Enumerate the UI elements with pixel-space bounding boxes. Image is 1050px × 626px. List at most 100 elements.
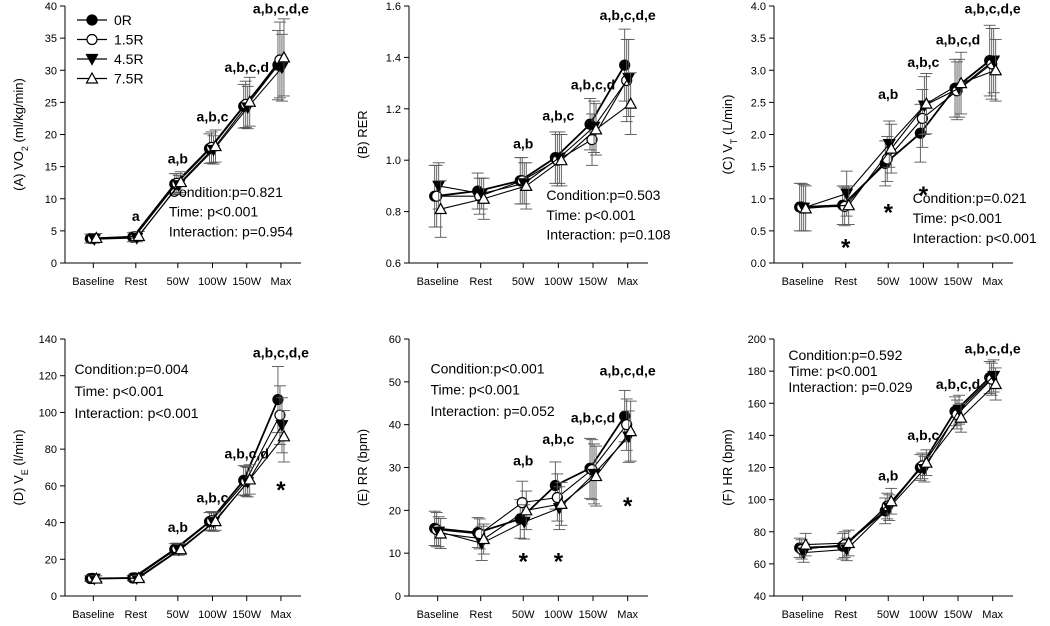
x-tick-label: 150W bbox=[579, 276, 608, 288]
y-tick-label: 0.8 bbox=[386, 207, 401, 219]
data-point bbox=[586, 134, 598, 146]
x-tick-label: Baseline bbox=[782, 609, 824, 621]
stats-annotation: Condition:p=0.004 bbox=[74, 361, 188, 377]
x-tick-label: 150W bbox=[944, 276, 973, 288]
series-7.5R bbox=[89, 18, 291, 244]
data-point bbox=[277, 50, 291, 63]
data-point bbox=[243, 472, 257, 485]
x-tick-label: 150W bbox=[579, 609, 608, 621]
y-tick-label: 0.5 bbox=[751, 226, 766, 238]
significance-label: a,b,c,d bbox=[936, 376, 980, 392]
x-tick-label: 50W bbox=[166, 276, 189, 288]
significance-label: a bbox=[132, 208, 140, 224]
x-tick-label: Baseline bbox=[72, 276, 114, 288]
data-point bbox=[840, 188, 854, 201]
data-point bbox=[619, 59, 631, 71]
significance-label: a,b,c,d,e bbox=[600, 7, 656, 23]
stats-annotation: Interaction: p=0.954 bbox=[169, 224, 293, 240]
data-point bbox=[842, 198, 856, 211]
significance-label: a,b,c bbox=[197, 109, 229, 125]
significance-label: a,b,c,d,e bbox=[965, 1, 1021, 17]
series-line bbox=[805, 383, 997, 546]
y-tick-label: 100 bbox=[39, 407, 57, 419]
x-tick-label: Max bbox=[271, 609, 292, 621]
panel-C: 0.0 0.5 1.0 1.5 2.0 2.5 3.0 3.5 4.0 Baseline Rest 5… bbox=[720, 1, 1037, 288]
significance-star: * bbox=[554, 548, 564, 575]
y-tick-label: 1.2 bbox=[386, 104, 401, 116]
y-tick-label: 20 bbox=[389, 505, 401, 517]
y-tick-label: 200 bbox=[748, 334, 766, 346]
significance-label: a,b,c bbox=[907, 54, 939, 70]
y-tick-label: 2.5 bbox=[751, 97, 766, 109]
significance-star: * bbox=[519, 548, 529, 575]
significance-label: a,b bbox=[878, 467, 898, 483]
y-tick-label: 160 bbox=[748, 398, 766, 410]
y-tick-label: 80 bbox=[754, 527, 766, 539]
data-point bbox=[919, 96, 933, 109]
y-axis-label: (E) RR (bpm) bbox=[355, 429, 370, 506]
data-point bbox=[434, 526, 448, 539]
series-line bbox=[436, 424, 628, 535]
y-tick-label: 100 bbox=[748, 495, 766, 507]
y-axis-label: (C) VT (L/min) bbox=[720, 95, 739, 175]
significance-label: a,b,c,d bbox=[571, 77, 615, 93]
significance-star: * bbox=[276, 477, 286, 504]
data-point bbox=[952, 404, 966, 417]
y-tick-label: 1.5 bbox=[751, 162, 766, 174]
x-tick-label: Baseline bbox=[782, 276, 824, 288]
y-tick-label: 120 bbox=[39, 371, 57, 383]
x-tick-label: 100W bbox=[909, 609, 938, 621]
significance-label: a,b,c bbox=[542, 431, 574, 447]
y-tick-label: 3.5 bbox=[751, 33, 766, 45]
x-tick-label: 150W bbox=[232, 609, 261, 621]
data-point bbox=[987, 370, 1001, 383]
data-point bbox=[432, 180, 446, 193]
series-line bbox=[438, 436, 630, 544]
y-tick-label: 10 bbox=[45, 194, 57, 206]
stats-annotation: Condition:p<0.001 bbox=[431, 360, 545, 376]
significance-label: a,b bbox=[513, 452, 533, 468]
y-tick-label: 60 bbox=[45, 481, 57, 493]
significance-label: a,b,c bbox=[542, 107, 574, 123]
data-point bbox=[243, 94, 257, 107]
x-tick-label: Rest bbox=[834, 276, 857, 288]
y-tick-label: 15 bbox=[45, 162, 57, 174]
data-point bbox=[275, 62, 289, 75]
data-point bbox=[89, 231, 103, 244]
y-tick-label: 1.0 bbox=[751, 194, 766, 206]
x-tick-label: 100W bbox=[544, 276, 573, 288]
data-point bbox=[132, 571, 146, 584]
y-axis-label: (A) VO2 (ml/kg/min) bbox=[11, 78, 30, 191]
stats-annotation: Interaction: p=0.029 bbox=[788, 379, 912, 395]
series-4.5R bbox=[432, 38, 636, 210]
y-tick-label: 4.0 bbox=[751, 1, 766, 13]
significance-label: a,b,c bbox=[907, 427, 939, 443]
series-line bbox=[96, 435, 285, 580]
significance-label: a,b,c,d,e bbox=[600, 362, 656, 378]
data-point bbox=[919, 455, 933, 468]
panel-E: 0 10 20 30 40 50 60 Baseline Rest 50W 100W 150W Max (… bbox=[355, 334, 656, 621]
series-line bbox=[440, 430, 632, 540]
data-point bbox=[275, 420, 289, 433]
legend-item-0R: 0R bbox=[77, 12, 132, 28]
series-7.5R bbox=[89, 410, 291, 584]
data-point bbox=[987, 55, 1001, 68]
legend-label: 1.5R bbox=[114, 32, 144, 48]
panel-F: 40 60 80 100 120 140 160 180 200 Baseline Rest 50W 1… bbox=[720, 334, 1021, 621]
y-tick-label: 80 bbox=[45, 444, 57, 456]
y-tick-label: 180 bbox=[748, 366, 766, 378]
data-point bbox=[519, 503, 533, 516]
data-point bbox=[914, 127, 926, 139]
data-point bbox=[842, 536, 856, 549]
series-4.5R bbox=[87, 397, 289, 586]
significance-label: a,b bbox=[513, 136, 533, 152]
series-line bbox=[94, 67, 283, 240]
x-tick-label: 100W bbox=[909, 276, 938, 288]
data-point bbox=[174, 175, 188, 188]
y-axis-label: (D) VE (l/min) bbox=[11, 429, 30, 505]
y-tick-label: 40 bbox=[45, 518, 57, 530]
y-tick-label: 3.0 bbox=[751, 65, 766, 77]
x-tick-label: Max bbox=[982, 276, 1003, 288]
x-tick-label: 100W bbox=[198, 609, 227, 621]
